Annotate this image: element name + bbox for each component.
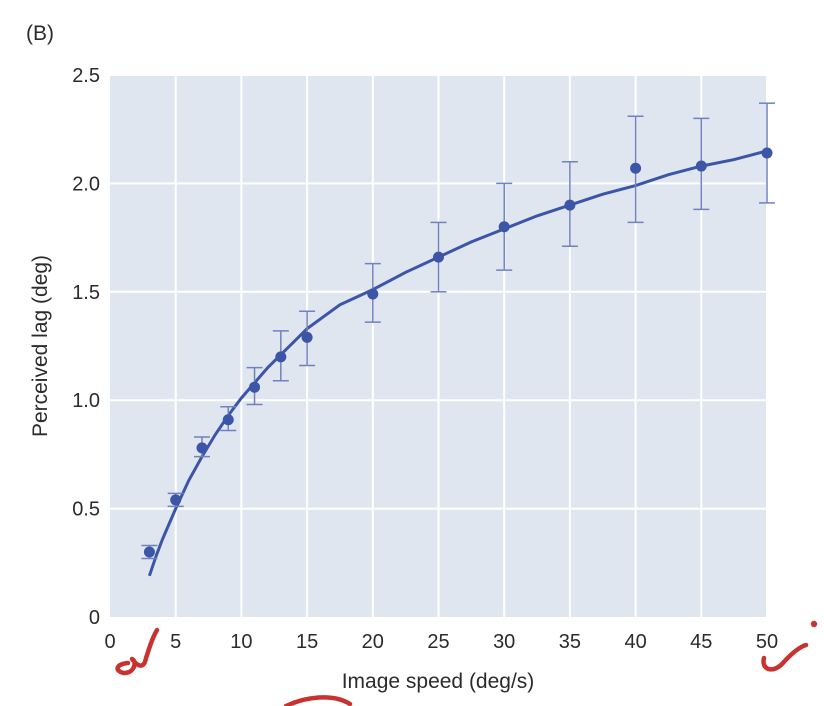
handwritten-mark-left bbox=[115, 627, 160, 676]
data-point bbox=[564, 199, 576, 211]
y-tick-label: 1.0 bbox=[72, 390, 100, 412]
x-tick-label: 15 bbox=[296, 631, 318, 653]
data-point bbox=[301, 331, 313, 343]
handwritten-dot bbox=[810, 620, 818, 628]
data-point bbox=[498, 221, 510, 233]
data-point bbox=[630, 162, 642, 174]
handwritten-mark-bottom bbox=[283, 695, 353, 706]
handwritten-mark-right bbox=[761, 642, 809, 672]
x-axis-label: Image speed (deg/s) bbox=[342, 670, 535, 693]
x-tick-label: 30 bbox=[493, 631, 515, 653]
panel-label: (B) bbox=[26, 22, 54, 45]
fit-curve-layer bbox=[147, 149, 768, 577]
data-point bbox=[170, 494, 182, 506]
y-tick-label: 0 bbox=[89, 607, 100, 629]
data-points bbox=[143, 147, 773, 558]
x-tick-label: 5 bbox=[170, 631, 181, 653]
x-tick-label: 45 bbox=[690, 631, 712, 653]
data-point bbox=[761, 147, 773, 159]
data-point bbox=[367, 288, 379, 300]
handwritten-annotations bbox=[115, 620, 818, 706]
x-tick-label: 10 bbox=[230, 631, 252, 653]
y-axis-ticks: 0 0.5 1.0 1.5 2.0 2.5 bbox=[72, 65, 100, 629]
data-point bbox=[433, 251, 444, 263]
data-point bbox=[695, 160, 707, 172]
data-point bbox=[196, 442, 208, 454]
x-tick-label: 40 bbox=[624, 631, 646, 653]
x-tick-label: 50 bbox=[756, 631, 778, 653]
data-point bbox=[249, 381, 261, 393]
y-tick-label: 2.5 bbox=[72, 65, 100, 87]
y-tick-label: 1.5 bbox=[72, 282, 100, 304]
x-tick-label: 35 bbox=[559, 631, 581, 653]
data-point bbox=[222, 414, 234, 426]
x-tick-label: 0 bbox=[104, 631, 115, 653]
fit-curve bbox=[147, 149, 768, 577]
data-point bbox=[275, 351, 287, 363]
x-tick-label: 25 bbox=[427, 631, 449, 653]
data-point bbox=[143, 546, 155, 558]
y-axis-label: Perceived lag (deg) bbox=[29, 255, 52, 437]
x-tick-label: 20 bbox=[362, 631, 384, 653]
y-tick-label: 0.5 bbox=[72, 499, 100, 521]
x-axis-ticks: 0 5 10 15 20 25 30 35 40 45 50 bbox=[104, 631, 778, 653]
y-tick-label: 2.0 bbox=[72, 173, 100, 195]
